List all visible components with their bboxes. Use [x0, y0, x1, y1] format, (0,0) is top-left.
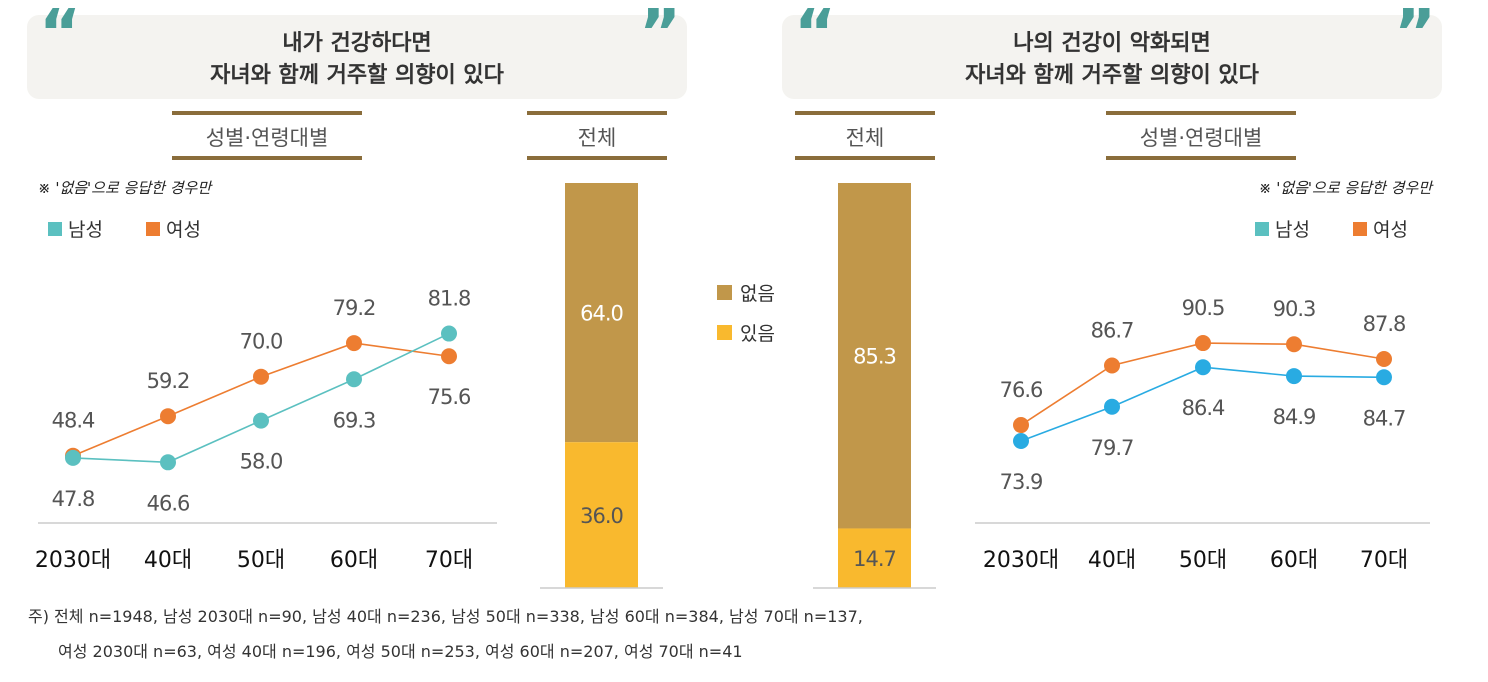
x-tick-label: 70대 — [1360, 548, 1408, 573]
subtitle: 전체 — [578, 126, 617, 150]
data-point-여성 — [253, 368, 269, 385]
data-label: 81.8 — [428, 287, 471, 311]
data-point-남성 — [1195, 359, 1211, 376]
data-label: 86.4 — [1182, 396, 1225, 420]
data-label: 85.3 — [853, 345, 896, 369]
data-point-남성 — [1376, 369, 1392, 386]
data-label: 58.0 — [240, 450, 283, 474]
data-label: 46.6 — [147, 491, 190, 515]
data-label: 73.9 — [1000, 470, 1043, 494]
x-tick-label: 70대 — [425, 548, 473, 573]
data-label: 64.0 — [580, 302, 623, 326]
data-label: 79.2 — [333, 296, 376, 320]
data-point-남성 — [1104, 398, 1120, 415]
data-point-여성 — [441, 348, 457, 365]
bar-segment-있음 — [565, 442, 638, 588]
x-tick-label: 50대 — [237, 548, 285, 573]
x-tick-label: 2030대 — [983, 548, 1059, 573]
header-box — [782, 15, 1442, 99]
data-point-여성 — [346, 335, 362, 352]
data-point-여성 — [160, 408, 176, 425]
data-label: 84.7 — [1363, 406, 1406, 430]
footnote: 여성 2030대 n=63, 여성 40대 n=196, 여성 50대 n=25… — [58, 642, 743, 661]
data-point-남성 — [346, 371, 362, 388]
legend-label: 남성 — [68, 219, 103, 241]
data-label: 70.0 — [240, 330, 283, 354]
subtitle-rule — [795, 111, 935, 115]
data-label: 47.8 — [52, 487, 95, 511]
close-quote-icon: ” — [639, 0, 681, 71]
data-point-여성 — [1376, 350, 1392, 367]
subtitle-rule — [172, 111, 362, 115]
legend-swatch-여성 — [1353, 222, 1367, 236]
data-point-여성 — [1013, 417, 1029, 434]
data-point-남성 — [1286, 368, 1302, 385]
x-tick-label: 60대 — [1270, 548, 1318, 573]
data-label: 69.3 — [333, 408, 376, 432]
data-label: 79.7 — [1091, 436, 1134, 460]
bar-segment-없음 — [565, 183, 638, 443]
data-point-남성 — [441, 325, 457, 342]
open-quote-icon: “ — [794, 0, 836, 71]
chart-title-line: 자녀와 함께 거주할 의향이 있다 — [965, 63, 1260, 88]
note: ※ '없음'으로 응답한 경우만 — [38, 179, 213, 197]
data-label: 90.5 — [1182, 296, 1225, 320]
legend-label: 남성 — [1275, 219, 1310, 241]
data-point-여성 — [1195, 335, 1211, 352]
x-tick-label: 40대 — [1088, 548, 1136, 573]
subtitle-rule — [795, 156, 935, 160]
subtitle: 성별·연령대별 — [1140, 126, 1263, 150]
data-label: 84.9 — [1273, 405, 1316, 429]
bar-segment-있음 — [838, 528, 911, 588]
header-box — [27, 15, 687, 99]
subtitle: 성별·연령대별 — [206, 126, 329, 150]
note: ※ '없음'으로 응답한 경우만 — [1259, 179, 1434, 197]
legend-swatch-있음 — [717, 325, 732, 340]
data-point-남성 — [1013, 432, 1029, 449]
data-point-여성 — [1286, 336, 1302, 353]
legend-label: 여성 — [166, 219, 201, 241]
legend-swatch-남성 — [1255, 222, 1269, 236]
footnote: 주) 전체 n=1948, 남성 2030대 n=90, 남성 40대 n=23… — [28, 607, 863, 626]
chart-title-line: 나의 건강이 악화되면 — [1013, 31, 1210, 56]
legend-swatch-여성 — [146, 222, 160, 236]
chart-title-line: 자녀와 함께 거주할 의향이 있다 — [210, 63, 505, 88]
subtitle: 전체 — [846, 126, 885, 150]
legend-label: 있음 — [740, 323, 775, 345]
subtitle-rule — [527, 111, 667, 115]
subtitle-rule — [1106, 156, 1296, 160]
x-tick-label: 2030대 — [35, 548, 111, 573]
subtitle-rule — [527, 156, 667, 160]
data-point-여성 — [1104, 357, 1120, 374]
data-label: 87.8 — [1363, 312, 1406, 336]
data-label: 48.4 — [52, 409, 95, 433]
x-tick-label: 50대 — [1179, 548, 1227, 573]
data-label: 76.6 — [1000, 378, 1043, 402]
bar-segment-없음 — [838, 183, 911, 529]
data-point-남성 — [253, 412, 269, 429]
chart-title-line: 내가 건강하다면 — [282, 31, 431, 56]
legend-label: 여성 — [1373, 219, 1408, 241]
data-label: 59.2 — [147, 369, 190, 393]
open-quote-icon: “ — [39, 0, 81, 71]
data-label: 14.7 — [853, 547, 896, 571]
subtitle-rule — [172, 156, 362, 160]
legend-label: 없음 — [740, 283, 775, 305]
data-point-남성 — [65, 449, 81, 466]
data-label: 36.0 — [580, 504, 623, 528]
data-point-남성 — [160, 454, 176, 471]
data-label: 86.7 — [1091, 318, 1134, 342]
x-tick-label: 60대 — [330, 548, 378, 573]
subtitle-rule — [1106, 111, 1296, 115]
data-label: 75.6 — [428, 385, 471, 409]
data-label: 90.3 — [1273, 297, 1316, 321]
close-quote-icon: ” — [1394, 0, 1436, 71]
legend-swatch-남성 — [48, 222, 62, 236]
x-tick-label: 40대 — [144, 548, 192, 573]
legend-swatch-없음 — [717, 285, 732, 300]
